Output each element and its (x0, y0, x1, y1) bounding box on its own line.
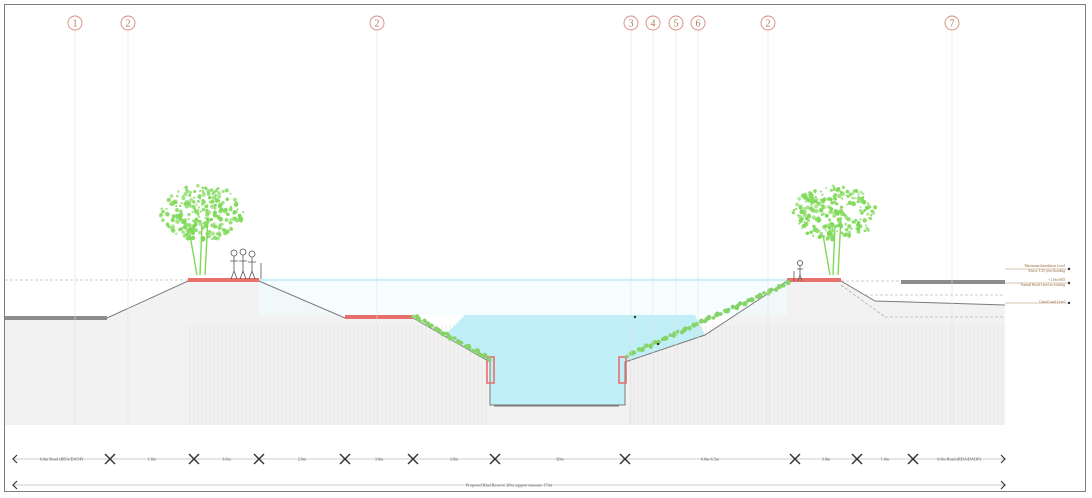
water-top-band (259, 277, 787, 315)
dimension-label: 3.0m (822, 457, 831, 462)
right-bund-path (787, 278, 841, 282)
marker-label: 2 (375, 19, 380, 30)
marker-label: 1 (73, 19, 78, 30)
level-note: Maximum Inundation Level (1024, 264, 1065, 268)
left-terrace-path (345, 315, 413, 319)
canal-water (445, 315, 705, 405)
canal-cross-section: 1 2 2 3 4 5 6 2 7 Maximum Inundation LevelAbove … (5, 15, 1071, 490)
dimension-strings: 6.0m Road (RDA/DAOP) 1.0m 3.0m 2.0m 3.0m 3.0m… (12, 453, 1006, 490)
right-channel-wall (618, 356, 627, 384)
marker-label: 7 (950, 19, 955, 30)
left-channel-wall (486, 356, 495, 384)
tree-left (158, 184, 245, 276)
ground-section (5, 281, 1005, 425)
dimension-label: 6.0m Road (RDA/DAOP) (40, 457, 84, 462)
marker-circle (690, 15, 706, 31)
people-left (230, 248, 262, 280)
marker-circle (67, 15, 83, 31)
level-note: Above 1:25 year flooding (1028, 269, 1065, 273)
marker-circle (369, 15, 385, 31)
dimension-label: 6.0m-6.5m (701, 457, 720, 462)
marker-circle (668, 15, 684, 31)
level-note: Natural Road Level as existing (1020, 283, 1065, 287)
marker-circle (760, 15, 776, 31)
marker-circle (120, 15, 136, 31)
right-slope-dash (840, 284, 886, 318)
slope-planting (411, 279, 791, 362)
marker-label: 4 (651, 19, 656, 30)
left-road (5, 316, 107, 320)
marker-label: 5 (674, 19, 679, 30)
marker-label: 2 (126, 19, 131, 30)
level-note: Canal Land Level (1039, 300, 1065, 304)
section-drawing-frame: 1 2 2 3 4 5 6 2 7 Maximum Inundation Level Above … (4, 4, 1086, 492)
dimension-label: 6.0m Road (RDA/DAOP) (937, 457, 981, 462)
left-bund-path (188, 278, 259, 282)
dimension-label: 1.0m (881, 457, 890, 462)
dimension-label: 3.0m (222, 457, 231, 462)
dimension-label: 3.0m (450, 457, 459, 462)
marker-label: 3 (629, 19, 634, 30)
marker-circle (645, 15, 661, 31)
marker-label: 2 (766, 19, 771, 30)
right-road (901, 280, 1005, 284)
tree-right (791, 184, 878, 276)
section-markers: 1 2 2 3 4 5 6 2 7 (67, 15, 960, 425)
marker-circle (623, 15, 639, 31)
overall-dimension-label: Proposed Khal Reserve 20m support measur… (466, 483, 553, 488)
dimension-label: 20m (556, 457, 564, 462)
slope-node (656, 342, 660, 346)
dimension-label: 2.0m (298, 457, 307, 462)
level-note: +1.0m SSD (1048, 278, 1065, 282)
marker-circle (944, 15, 960, 31)
dimension-label: 3.0m (375, 457, 384, 462)
marker-label: 6 (696, 19, 701, 30)
water-node (633, 315, 637, 319)
person-right (793, 259, 804, 282)
dimension-label: 1.0m (148, 457, 157, 462)
